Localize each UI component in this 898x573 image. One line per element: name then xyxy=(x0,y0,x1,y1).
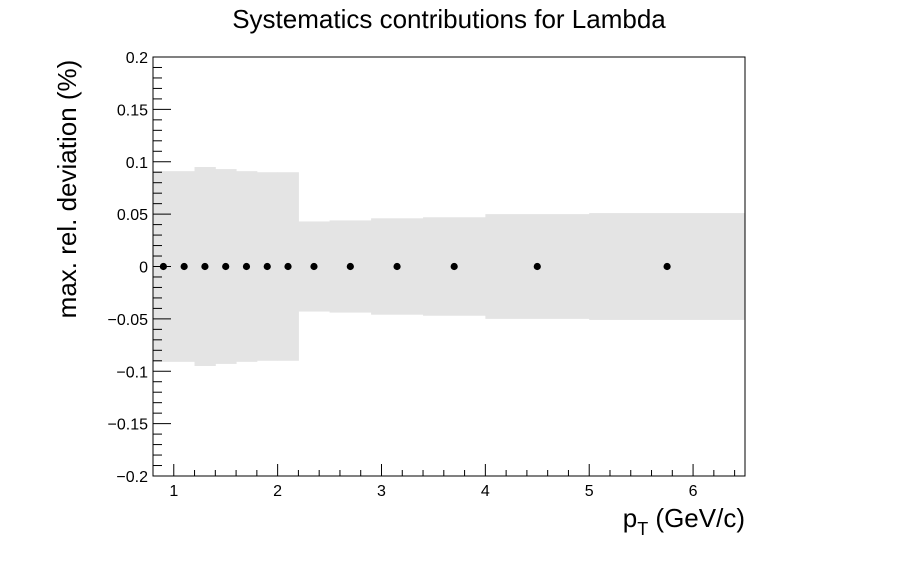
chart-title: Systematics contributions for Lambda xyxy=(232,4,666,34)
x-axis-title-sub: T xyxy=(637,519,648,539)
y-tick-label: −0.1 xyxy=(116,364,148,381)
data-point xyxy=(533,262,541,271)
x-axis-title: pT (GeV/c) xyxy=(623,503,745,539)
x-tick-label: 4 xyxy=(481,483,490,500)
y-tick-label: 0.1 xyxy=(126,155,148,172)
data-point xyxy=(263,262,271,271)
x-axis-title-unit: (GeV/c) xyxy=(648,503,745,533)
x-tick-label: 5 xyxy=(585,483,594,500)
data-point xyxy=(159,262,167,271)
x-tick-label: 6 xyxy=(689,483,698,500)
y-tick-label: −0.15 xyxy=(108,417,149,434)
data-point xyxy=(450,262,458,271)
y-tick-label: −0.05 xyxy=(108,312,149,329)
data-point xyxy=(663,262,671,271)
plot-area: −0.2 −0.15 −0.1 −0.05 0 0.05 0.1 0.15 0.2 1 2 3 4 5 6 xyxy=(108,50,746,500)
data-point xyxy=(222,262,230,271)
x-tick-label: 3 xyxy=(377,483,386,500)
data-point xyxy=(284,262,292,271)
y-tick-label: −0.2 xyxy=(116,469,148,486)
y-axis-title: max. rel. deviation (%) xyxy=(52,60,82,319)
y-tick-label: 0.05 xyxy=(117,207,148,224)
data-point xyxy=(201,262,209,271)
data-point xyxy=(242,262,251,271)
x-tick-label: 2 xyxy=(273,483,282,500)
y-tick-label: 0.15 xyxy=(117,102,148,119)
x-axis-title-main: p xyxy=(623,503,637,533)
y-tick-label: 0 xyxy=(139,260,148,277)
y-tick-label: 0.2 xyxy=(126,50,148,67)
data-point xyxy=(180,262,188,271)
x-tick-label: 1 xyxy=(169,483,178,500)
data-point xyxy=(310,262,318,271)
data-point xyxy=(393,262,401,271)
data-point xyxy=(346,262,354,271)
